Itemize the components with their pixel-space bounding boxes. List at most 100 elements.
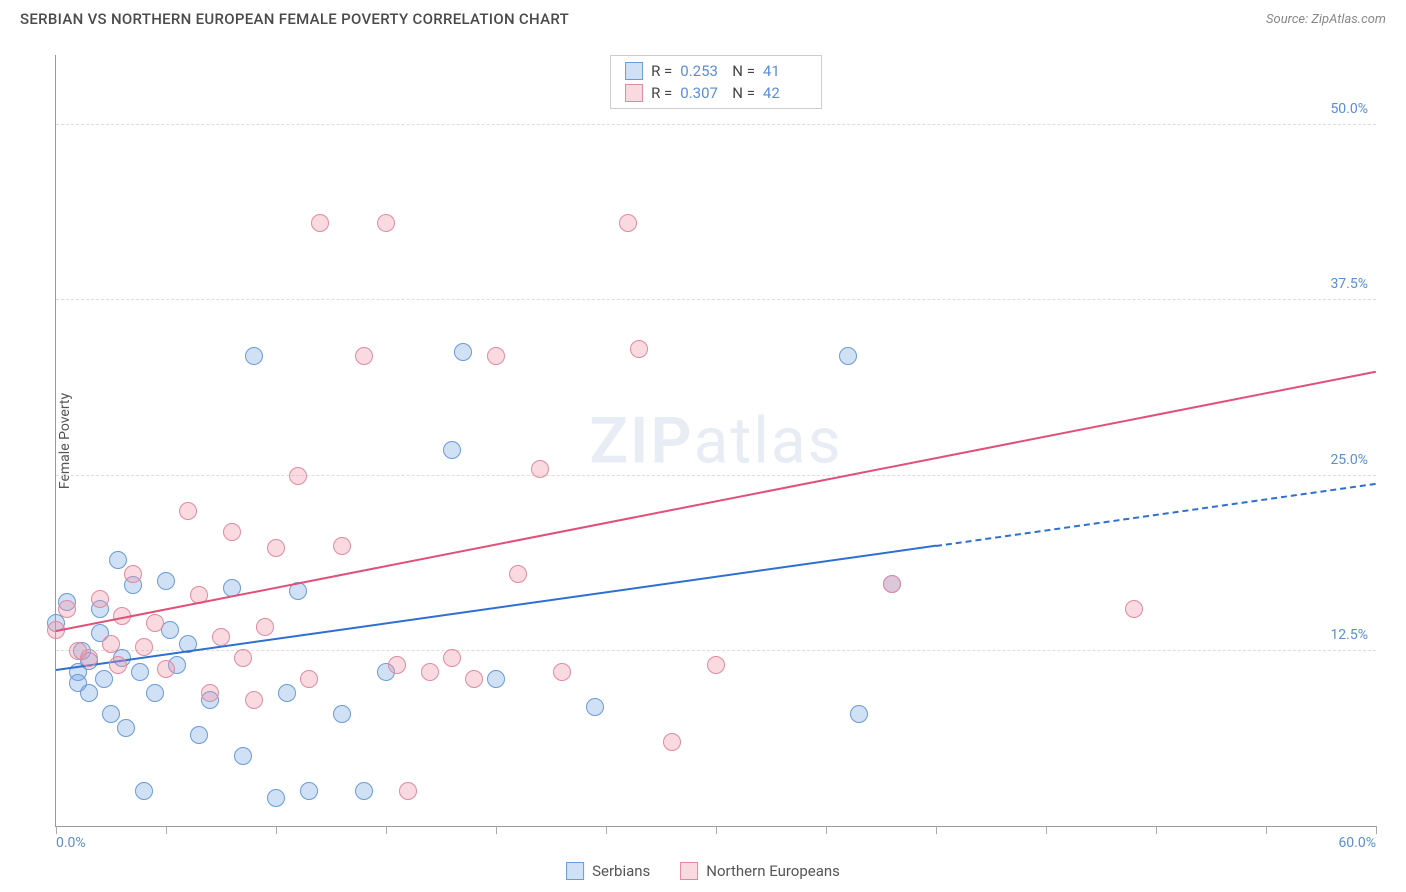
data-point bbox=[465, 670, 483, 688]
x-minor-tick bbox=[276, 826, 277, 834]
data-point bbox=[95, 670, 113, 688]
data-point bbox=[333, 705, 351, 723]
data-point bbox=[487, 670, 505, 688]
data-point bbox=[630, 340, 648, 358]
stat-n-label: N = bbox=[732, 62, 755, 80]
data-point bbox=[531, 460, 549, 478]
stat-n-value: 42 bbox=[763, 84, 807, 102]
stat-n-value: 41 bbox=[763, 62, 807, 80]
series-swatch bbox=[625, 84, 643, 102]
data-point bbox=[289, 467, 307, 485]
data-point bbox=[300, 670, 318, 688]
data-point bbox=[201, 684, 219, 702]
data-point bbox=[443, 441, 461, 459]
gridline bbox=[56, 475, 1376, 476]
x-minor-tick bbox=[496, 826, 497, 834]
data-point bbox=[146, 614, 164, 632]
trend-line bbox=[56, 545, 936, 671]
data-point bbox=[157, 660, 175, 678]
data-point bbox=[124, 565, 142, 583]
data-point bbox=[388, 656, 406, 674]
data-point bbox=[454, 343, 472, 361]
y-tick-label: 25.0% bbox=[1330, 452, 1368, 468]
chart-area: Female Poverty ZIPatlas R = 0.253N = 41R… bbox=[45, 45, 1386, 837]
watermark: ZIPatlas bbox=[589, 403, 842, 478]
stats-row: R = 0.253 N = 41 bbox=[625, 60, 807, 82]
data-point bbox=[109, 656, 127, 674]
x-minor-tick bbox=[1376, 826, 1377, 834]
data-point bbox=[234, 747, 252, 765]
gridline bbox=[56, 650, 1376, 651]
legend-item: Serbians bbox=[566, 862, 650, 880]
stat-r-value: 0.307 bbox=[680, 84, 724, 102]
stat-r-value: 0.253 bbox=[680, 62, 724, 80]
y-tick-label: 12.5% bbox=[1330, 627, 1368, 643]
data-point bbox=[278, 684, 296, 702]
data-point bbox=[333, 537, 351, 555]
gridline bbox=[56, 124, 1376, 125]
x-minor-tick bbox=[606, 826, 607, 834]
data-point bbox=[377, 214, 395, 232]
data-point bbox=[300, 782, 318, 800]
data-point bbox=[157, 572, 175, 590]
x-minor-tick bbox=[936, 826, 937, 834]
data-point bbox=[102, 705, 120, 723]
data-point bbox=[245, 691, 263, 709]
legend-label: Serbians bbox=[592, 862, 650, 880]
data-point bbox=[80, 684, 98, 702]
data-point bbox=[663, 733, 681, 751]
x-minor-tick bbox=[1266, 826, 1267, 834]
data-point bbox=[146, 684, 164, 702]
data-point bbox=[883, 575, 901, 593]
data-point bbox=[267, 789, 285, 807]
data-point bbox=[553, 663, 571, 681]
data-point bbox=[117, 719, 135, 737]
data-point bbox=[109, 551, 127, 569]
trend-line bbox=[936, 483, 1376, 547]
data-point bbox=[179, 502, 197, 520]
data-point bbox=[91, 590, 109, 608]
y-tick-label: 37.5% bbox=[1330, 276, 1368, 292]
data-point bbox=[487, 347, 505, 365]
gridline bbox=[56, 299, 1376, 300]
data-point bbox=[212, 628, 230, 646]
series-swatch bbox=[680, 862, 698, 880]
watermark-bold: ZIP bbox=[589, 403, 693, 478]
data-point bbox=[355, 347, 373, 365]
plot-region: ZIPatlas R = 0.253N = 41R = 0.307N = 42 … bbox=[55, 55, 1376, 827]
data-point bbox=[135, 782, 153, 800]
series-swatch bbox=[566, 862, 584, 880]
x-minor-tick bbox=[56, 826, 57, 834]
stats-row: R = 0.307 N = 42 bbox=[625, 82, 807, 104]
x-minor-tick bbox=[1046, 826, 1047, 834]
data-point bbox=[135, 638, 153, 656]
data-point bbox=[256, 618, 274, 636]
legend-item: Northern Europeans bbox=[680, 862, 840, 880]
source-label: Source: ZipAtlas.com bbox=[1266, 12, 1386, 27]
x-minor-tick bbox=[386, 826, 387, 834]
data-point bbox=[58, 600, 76, 618]
data-point bbox=[190, 726, 208, 744]
x-tick-max: 60.0% bbox=[1338, 835, 1376, 851]
data-point bbox=[443, 649, 461, 667]
legend-label: Northern Europeans bbox=[706, 862, 840, 880]
stat-n-label: N = bbox=[732, 84, 755, 102]
data-point bbox=[267, 539, 285, 557]
watermark-light: atlas bbox=[694, 403, 843, 478]
stats-legend-box: R = 0.253 N = 41 R = 0.307 N = 42 bbox=[610, 55, 822, 109]
stat-r-label: R = bbox=[651, 62, 672, 80]
x-minor-tick bbox=[716, 826, 717, 834]
data-point bbox=[223, 523, 241, 541]
data-point bbox=[509, 565, 527, 583]
data-point bbox=[586, 698, 604, 716]
x-minor-tick bbox=[166, 826, 167, 834]
y-tick-label: 50.0% bbox=[1330, 101, 1368, 117]
stat-r-label: R = bbox=[651, 84, 672, 102]
data-point bbox=[850, 705, 868, 723]
data-point bbox=[355, 782, 373, 800]
x-tick-min: 0.0% bbox=[56, 835, 86, 851]
data-point bbox=[399, 782, 417, 800]
chart-header: SERBIAN VS NORTHERN EUROPEAN FEMALE POVE… bbox=[0, 0, 1406, 36]
data-point bbox=[102, 635, 120, 653]
x-minor-tick bbox=[1156, 826, 1157, 834]
